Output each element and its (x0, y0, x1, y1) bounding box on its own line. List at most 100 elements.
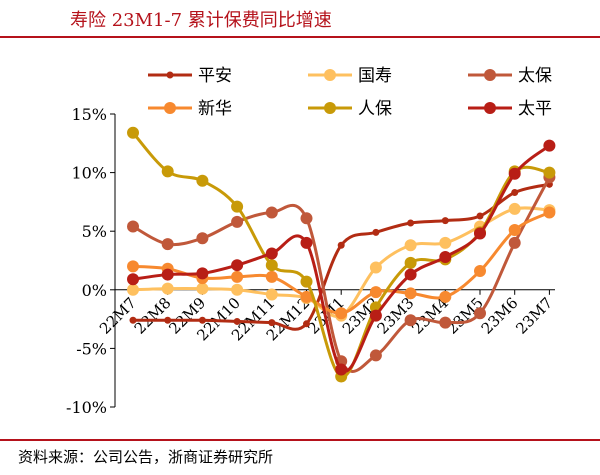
data-point (441, 217, 449, 225)
series-1 (129, 180, 553, 331)
data-point (439, 250, 452, 263)
data-point (439, 290, 452, 303)
data-point (474, 307, 486, 320)
series-3 (127, 171, 556, 373)
data-point (474, 265, 486, 278)
legend-swatch-marker (324, 69, 336, 81)
data-point (369, 309, 382, 322)
data-point (404, 256, 417, 269)
data-point (231, 283, 244, 296)
data-point (198, 316, 206, 324)
data-point (233, 317, 241, 325)
legend-item: 太平 (468, 99, 552, 119)
data-point (303, 320, 310, 328)
data-point (231, 215, 244, 228)
chart-title: 寿险 23M1-7 累计保费同比增速 (70, 10, 332, 31)
data-point (369, 286, 382, 299)
data-point (474, 227, 486, 240)
series-6 (127, 139, 556, 376)
data-point (127, 126, 139, 139)
legend-item: 太保 (468, 66, 552, 86)
legend-swatch-marker (164, 102, 176, 114)
data-point (127, 260, 139, 273)
data-point (164, 316, 172, 324)
data-point (265, 259, 278, 272)
x-tick-label: 22M8 (131, 294, 175, 338)
data-point (369, 261, 382, 274)
data-point (265, 288, 278, 301)
legend-label: 新华 (198, 99, 232, 119)
x-tick-label: 23M7 (512, 294, 556, 338)
data-point (300, 212, 313, 225)
data-point (127, 273, 139, 286)
data-point (337, 241, 345, 249)
data-point (161, 268, 174, 281)
data-point (476, 212, 484, 220)
data-point (300, 275, 313, 288)
legend-swatch-marker (484, 102, 496, 114)
legend-label: 平安 (198, 66, 232, 86)
data-point (161, 165, 174, 178)
data-point (335, 307, 348, 320)
series-line (131, 131, 550, 379)
data-point (161, 282, 174, 295)
chart-axes: -10%-5%0%5%10%15%22M722M822M922M1022M112… (66, 105, 556, 417)
y-tick-label: -10% (66, 398, 107, 417)
data-point (404, 268, 417, 281)
data-point (129, 316, 137, 324)
legend-swatch-marker (484, 69, 496, 81)
data-point (372, 228, 380, 236)
data-point (300, 236, 313, 249)
title-divider (0, 36, 600, 38)
data-point (231, 200, 244, 213)
data-point (543, 166, 556, 179)
data-point (268, 319, 276, 327)
data-point (508, 236, 521, 249)
data-point (508, 224, 521, 237)
footer-divider (0, 439, 600, 441)
data-point (265, 247, 278, 260)
legend-item: 国寿 (308, 66, 392, 86)
x-tick-label: 22M7 (96, 294, 140, 338)
y-tick-label: 5% (82, 222, 107, 241)
data-point (439, 236, 452, 249)
data-point (404, 239, 417, 252)
data-point (127, 220, 139, 233)
legend-swatch-marker (166, 71, 174, 79)
data-point (511, 189, 519, 197)
data-point (265, 270, 278, 283)
data-point (508, 202, 521, 215)
data-point (127, 283, 139, 296)
data-point (300, 290, 313, 303)
data-point (404, 287, 417, 300)
y-tick-label: -5% (76, 339, 107, 358)
legend-label: 太平 (518, 99, 552, 119)
data-point (335, 363, 348, 376)
data-point (369, 349, 382, 362)
data-point (161, 238, 174, 251)
legend-label: 人保 (358, 99, 392, 119)
legend-label: 太保 (518, 66, 552, 86)
legend-item: 人保 (308, 99, 392, 119)
data-point (196, 282, 209, 295)
data-point (231, 270, 244, 283)
series-5 (127, 126, 556, 383)
chart-series (127, 126, 556, 383)
legend-label: 国寿 (358, 66, 392, 86)
legend-item: 新华 (148, 99, 232, 119)
y-tick-label: 0% (82, 281, 107, 300)
y-tick-label: 10% (71, 164, 107, 183)
data-point (508, 167, 521, 180)
source-note: 资料来源：公司公告，浙商证券研究所 (18, 448, 274, 466)
data-point (404, 314, 417, 327)
data-point (407, 219, 415, 227)
data-point (231, 259, 244, 272)
legend-swatch-marker (324, 102, 336, 114)
data-point (196, 232, 209, 245)
data-point (439, 316, 452, 329)
data-point (196, 174, 209, 187)
data-point (196, 267, 209, 280)
data-point (543, 206, 556, 219)
